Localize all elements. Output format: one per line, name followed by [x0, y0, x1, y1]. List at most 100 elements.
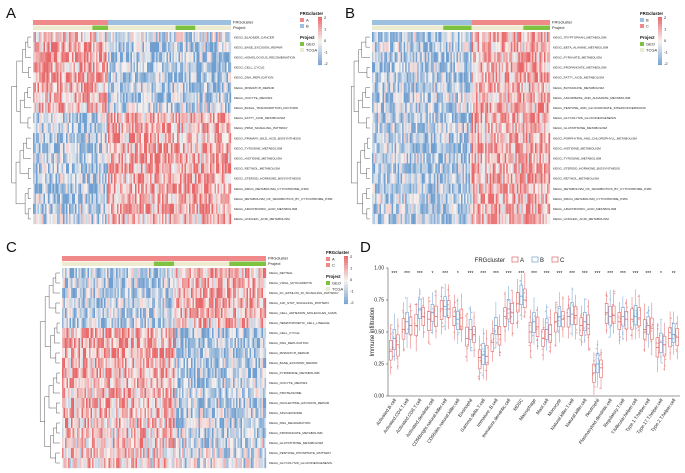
heatmap-cell	[115, 133, 118, 144]
scale-step	[658, 53, 662, 55]
heatmap-cell	[147, 163, 149, 174]
heatmap-cell	[476, 112, 478, 124]
heatmap-cell	[435, 122, 438, 134]
heatmap-cell	[528, 82, 531, 93]
heatmap-cell	[464, 133, 466, 144]
heatmap-cell	[542, 122, 545, 134]
heatmap-cell	[421, 183, 424, 194]
heatmap-cell	[61, 183, 64, 194]
heatmap-cell	[192, 213, 194, 225]
heatmap-cell	[36, 112, 38, 124]
heatmap-cell	[211, 143, 214, 154]
heatmap-cell	[204, 153, 206, 164]
heatmap-cell	[498, 82, 501, 93]
heatmap-cell	[457, 102, 460, 113]
heatmap-cell	[519, 173, 522, 184]
heatmap-cell	[432, 203, 434, 215]
heatmap-cell	[385, 62, 388, 73]
heatmap-cell	[473, 183, 475, 194]
heatmap-cell	[43, 52, 46, 63]
heatmap-cell	[114, 173, 116, 184]
heatmap-cell	[181, 62, 184, 73]
heatmap-cell	[93, 183, 95, 194]
heatmap-cell	[397, 143, 400, 154]
heatmap-cell	[178, 82, 181, 93]
heatmap-cell	[503, 173, 505, 184]
heatmap-cell	[99, 112, 101, 124]
heatmap-cell	[435, 62, 438, 73]
heatmap-cell	[456, 153, 459, 164]
heatmap-cell	[412, 92, 415, 103]
heatmap-cell	[162, 163, 164, 174]
heatmap-cell	[387, 133, 389, 144]
heatmap-cell	[40, 213, 43, 225]
scale-step	[658, 62, 662, 64]
dendrogram-branch	[25, 41, 31, 58]
heatmap-cell	[534, 213, 537, 225]
heatmap-cell	[498, 213, 501, 225]
heatmap-cell	[70, 32, 73, 43]
heatmap-cell	[151, 203, 154, 215]
heatmap-cell	[112, 52, 115, 63]
heatmap-cell	[408, 42, 410, 53]
heatmap-cell	[485, 163, 487, 174]
heatmap-cell	[399, 102, 401, 113]
heatmap-cell	[411, 153, 413, 164]
heatmap-cell	[226, 42, 229, 53]
heatmap-cell	[448, 32, 451, 43]
heatmap-cell	[204, 42, 206, 53]
heatmap-cell	[124, 52, 127, 63]
heatmap-cell	[91, 122, 94, 134]
heatmap-cell	[447, 42, 450, 53]
heatmap-cell	[528, 143, 531, 154]
heatmap-cell	[519, 203, 522, 215]
heatmap-cell	[394, 143, 397, 154]
heatmap-cell	[536, 173, 539, 184]
heatmap-cell	[391, 133, 394, 144]
heatmap-cell	[384, 52, 386, 63]
heatmap-cell	[99, 42, 101, 53]
heatmap-cell	[530, 143, 533, 154]
heatmap-cell	[521, 122, 523, 134]
heatmap-cell	[123, 42, 125, 53]
heatmap-cell	[166, 72, 169, 83]
heatmap-cell	[387, 143, 389, 154]
heatmap-cell	[382, 72, 385, 83]
heatmap-cell	[442, 52, 445, 63]
heatmap-cell	[483, 163, 486, 174]
heatmap-cell	[417, 122, 419, 134]
heatmap-cell	[141, 163, 143, 174]
heatmap-cell	[154, 163, 157, 174]
heatmap-cell	[205, 42, 208, 53]
heatmap-cell	[145, 213, 148, 225]
heatmap-cell	[510, 153, 513, 164]
heatmap-cell	[169, 82, 172, 93]
heatmap-cell	[96, 213, 98, 225]
heatmap-cell	[39, 143, 41, 154]
heatmap-cell	[390, 193, 392, 204]
heatmap-cell	[408, 32, 410, 43]
heatmap-cell	[130, 72, 133, 83]
heatmap-cell	[142, 72, 145, 83]
heatmap-cell	[412, 193, 415, 204]
heatmap-cell	[432, 213, 434, 225]
heatmap-cell	[476, 102, 478, 113]
heatmap-cell	[542, 213, 545, 225]
row-label: KEGG_BASE_EXCISION_REPAIR	[234, 45, 283, 49]
heatmap-cell	[126, 133, 128, 144]
heatmap-cell	[494, 72, 496, 83]
heatmap-cell	[488, 163, 490, 174]
heatmap-cell	[399, 42, 401, 53]
heatmap-cell	[427, 213, 430, 225]
heatmap-cell	[138, 72, 140, 83]
heatmap-cell	[510, 143, 513, 154]
heatmap-cell	[66, 52, 68, 63]
heatmap-row	[33, 133, 232, 144]
heatmap-cell	[48, 193, 50, 204]
heatmap-cell	[88, 143, 91, 154]
heatmap-cell	[516, 122, 519, 134]
heatmap-cell	[187, 143, 190, 154]
heatmap-cell	[426, 62, 428, 73]
heatmap-cell	[433, 163, 436, 174]
